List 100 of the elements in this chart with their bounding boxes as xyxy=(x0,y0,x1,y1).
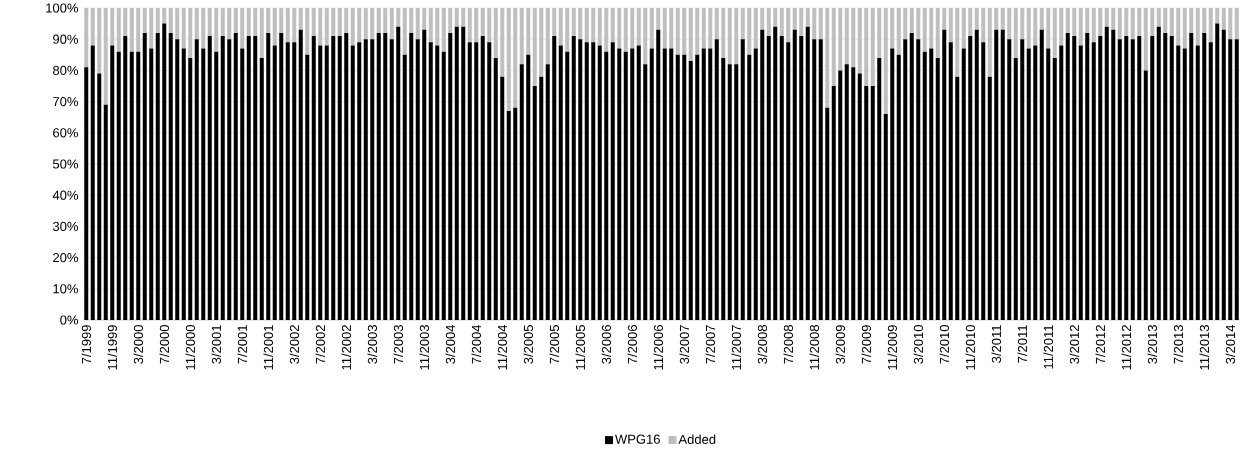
bar xyxy=(539,8,544,77)
bar xyxy=(552,8,557,37)
bar xyxy=(968,36,973,320)
bar xyxy=(357,42,362,320)
y-tick-label: 90% xyxy=(53,34,78,44)
bar xyxy=(1052,57,1057,320)
bar xyxy=(396,26,401,320)
y-tick-label: 40% xyxy=(52,190,78,200)
bar xyxy=(506,110,511,320)
bar xyxy=(773,8,778,27)
bar xyxy=(1189,32,1194,320)
bar xyxy=(1117,39,1122,320)
bar xyxy=(1156,8,1161,27)
bar xyxy=(97,73,102,320)
bar xyxy=(1000,29,1005,320)
bar xyxy=(994,29,999,320)
x-tick-label: 7/1999 xyxy=(81,325,92,364)
bar xyxy=(1130,39,1135,320)
bar xyxy=(883,114,888,320)
bar xyxy=(435,8,440,46)
bar xyxy=(701,48,706,320)
bar xyxy=(903,8,908,40)
bar xyxy=(500,8,505,77)
bar xyxy=(279,32,284,320)
bar xyxy=(363,8,368,40)
bar xyxy=(493,57,498,320)
bar xyxy=(448,8,453,33)
x-tick-label: 11/2011 xyxy=(1043,325,1054,369)
y-tick-label: 80% xyxy=(53,65,78,75)
y-tick-label: 20% xyxy=(53,253,78,263)
bar xyxy=(857,8,862,74)
bar xyxy=(298,8,303,30)
x-tick-label: 3/2001 xyxy=(211,325,222,364)
bar xyxy=(305,54,310,320)
y-tick-label: 60% xyxy=(53,128,78,138)
bar xyxy=(357,8,362,43)
bar xyxy=(688,8,693,62)
x-tick-label: 11/2008 xyxy=(809,325,820,370)
bar xyxy=(792,29,797,320)
bar xyxy=(786,8,791,43)
bar xyxy=(149,8,154,49)
bar xyxy=(480,36,485,320)
bar xyxy=(376,32,381,320)
bar xyxy=(227,8,232,40)
bar xyxy=(1046,48,1051,320)
x-tick-label: 11/1999 xyxy=(107,325,118,370)
bar xyxy=(909,32,914,320)
bar xyxy=(695,54,700,320)
legend-label: Added xyxy=(678,434,716,444)
bar xyxy=(883,8,888,115)
bar xyxy=(1208,8,1213,43)
bar xyxy=(1098,36,1103,320)
bar xyxy=(474,42,479,320)
bar xyxy=(649,48,654,320)
bar xyxy=(461,26,466,320)
bar xyxy=(487,8,492,43)
bar xyxy=(1046,8,1051,49)
x-tick-label: 7/2001 xyxy=(237,325,248,364)
bar xyxy=(246,36,251,320)
bar xyxy=(298,29,303,320)
bar xyxy=(526,54,531,320)
x-tick-label: 11/2010 xyxy=(965,325,976,370)
bar xyxy=(552,36,557,320)
x-tick-label: 7/2008 xyxy=(783,325,794,364)
bar xyxy=(240,48,245,320)
bar xyxy=(480,8,485,37)
bar xyxy=(1169,8,1174,37)
x-tick-label: 7/2010 xyxy=(939,325,950,364)
bar xyxy=(636,8,641,46)
bar xyxy=(877,8,882,58)
bar xyxy=(311,8,316,37)
bar xyxy=(545,64,550,320)
bar xyxy=(1078,8,1083,46)
x-tick-label: 3/2008 xyxy=(757,325,768,364)
bar xyxy=(194,8,199,40)
x-tick-label: 3/2007 xyxy=(679,325,690,364)
bar xyxy=(214,51,219,320)
bar xyxy=(805,26,810,320)
bar xyxy=(1150,8,1155,37)
bar xyxy=(604,51,609,320)
bar xyxy=(344,8,349,33)
bar xyxy=(188,8,193,58)
bar xyxy=(916,39,921,320)
bar xyxy=(792,8,797,30)
bar xyxy=(1085,8,1090,33)
bar xyxy=(155,8,160,33)
bar xyxy=(448,32,453,320)
bar xyxy=(766,8,771,37)
bar xyxy=(708,8,713,49)
x-tick-label: 3/2011 xyxy=(991,325,1002,363)
bar xyxy=(747,8,752,55)
bar xyxy=(656,29,661,320)
bar xyxy=(1156,26,1161,320)
bar xyxy=(571,36,576,320)
bar xyxy=(103,8,108,105)
bar xyxy=(526,8,531,55)
bar xyxy=(110,8,115,46)
bar xyxy=(292,42,297,320)
y-tick-label: 70% xyxy=(53,96,78,107)
bar xyxy=(1137,36,1142,320)
